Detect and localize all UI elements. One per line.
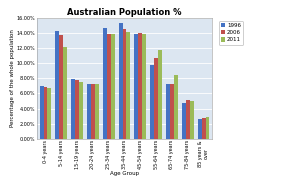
- Bar: [95, 84, 99, 139]
- Bar: [127, 32, 130, 139]
- Bar: [40, 86, 44, 139]
- Bar: [154, 58, 158, 139]
- Bar: [198, 119, 201, 139]
- Bar: [170, 84, 174, 139]
- Bar: [107, 34, 111, 139]
- Bar: [150, 65, 154, 139]
- Bar: [59, 35, 63, 139]
- Bar: [75, 80, 79, 139]
- Bar: [182, 103, 186, 139]
- Bar: [142, 34, 146, 139]
- Bar: [158, 49, 162, 139]
- Bar: [71, 79, 75, 139]
- Bar: [166, 84, 170, 139]
- Bar: [174, 75, 178, 139]
- X-axis label: Age Group: Age Group: [110, 171, 139, 176]
- Bar: [186, 100, 190, 139]
- Bar: [138, 33, 142, 139]
- Bar: [87, 84, 91, 139]
- Bar: [79, 82, 83, 139]
- Bar: [48, 88, 52, 139]
- Legend: 1996, 2006, 2011: 1996, 2006, 2011: [218, 21, 243, 45]
- Bar: [123, 29, 127, 139]
- Bar: [111, 34, 115, 139]
- Y-axis label: Percentage of the whole population: Percentage of the whole population: [10, 29, 15, 127]
- Bar: [91, 84, 95, 139]
- Bar: [119, 23, 123, 139]
- Bar: [44, 87, 48, 139]
- Bar: [190, 101, 194, 139]
- Bar: [103, 28, 107, 139]
- Bar: [55, 31, 59, 139]
- Title: Australian Population %: Australian Population %: [67, 8, 182, 17]
- Bar: [134, 34, 138, 139]
- Bar: [205, 117, 209, 139]
- Bar: [63, 46, 67, 139]
- Bar: [201, 118, 205, 139]
